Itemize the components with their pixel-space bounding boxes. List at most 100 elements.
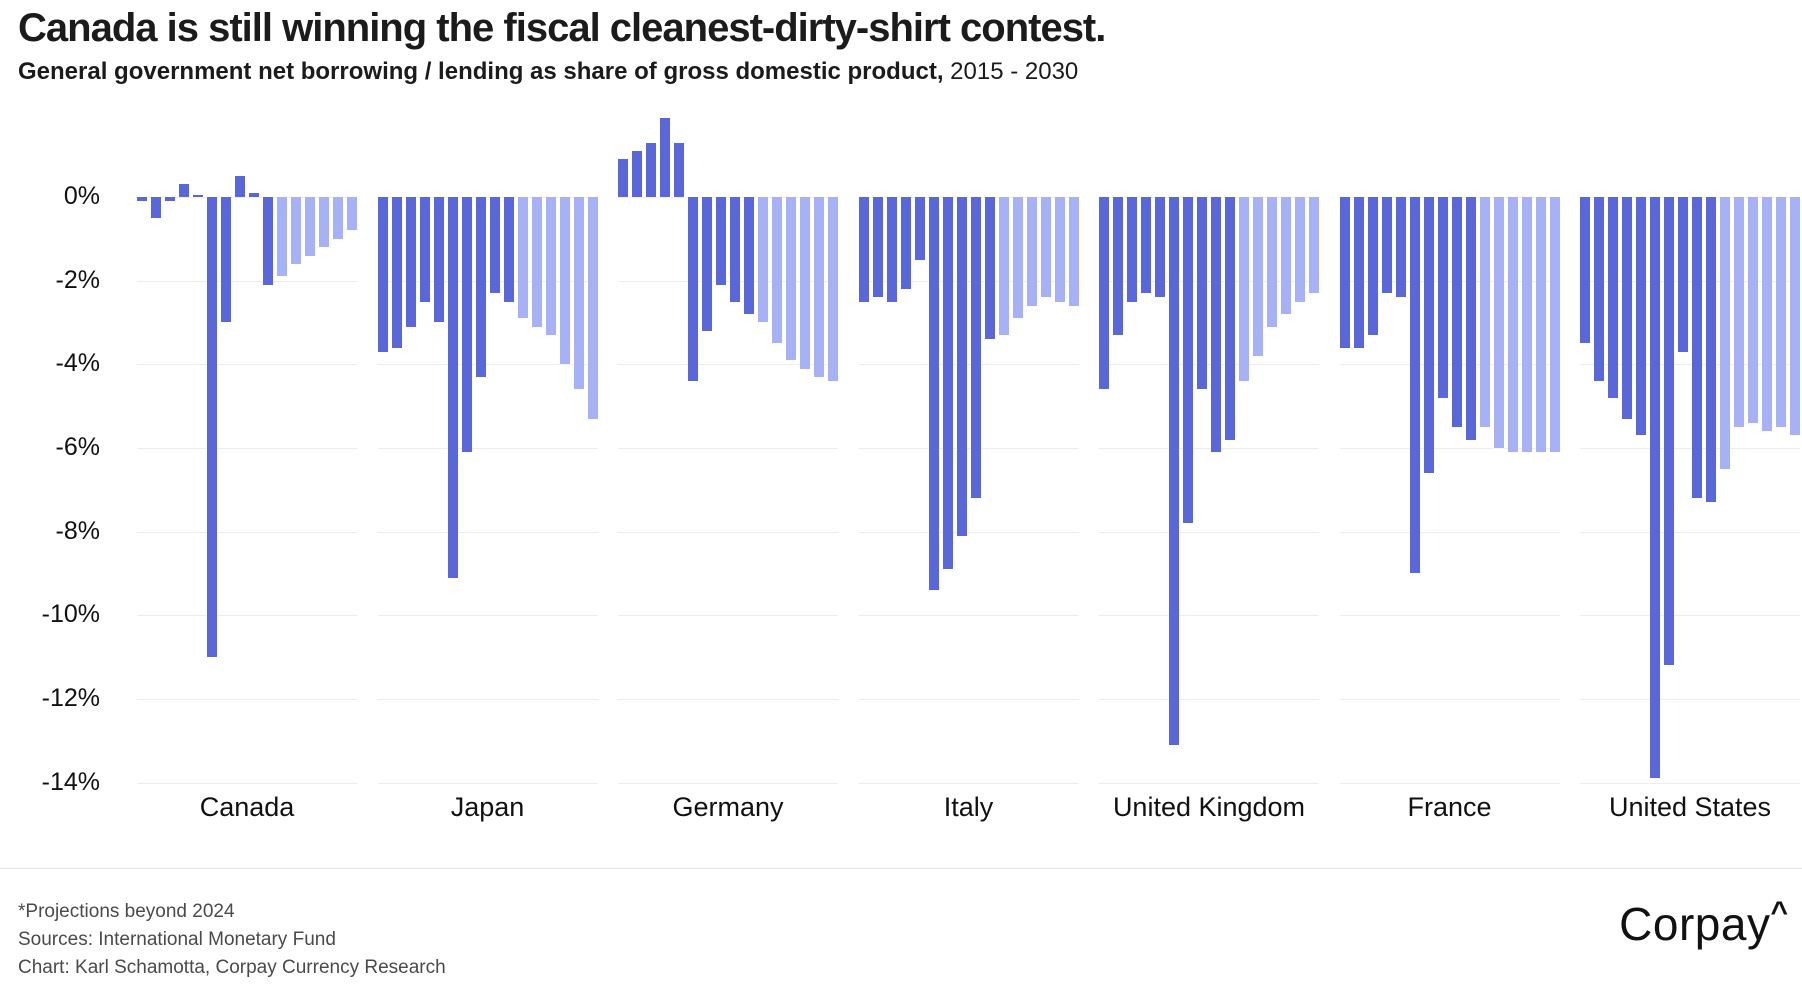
bar-canada-2021 bbox=[221, 197, 231, 323]
bar-germany-2019 bbox=[674, 142, 684, 197]
chart-subtitle: General government net borrowing / lendi… bbox=[18, 58, 1078, 86]
y-axis-tick-label: -6% bbox=[55, 432, 100, 461]
gridline bbox=[618, 280, 838, 282]
country-group-united-kingdom bbox=[1099, 97, 1319, 784]
bar-united-kingdom-2029 bbox=[1295, 197, 1305, 302]
bar-canada-2024 bbox=[263, 197, 273, 285]
corpay-caret-icon: ^ bbox=[1770, 896, 1788, 929]
gridline bbox=[1580, 615, 1800, 617]
bar-canada-2029 bbox=[333, 197, 343, 239]
y-axis-tick-label: -8% bbox=[55, 516, 100, 545]
bar-united-states-2016 bbox=[1594, 197, 1604, 382]
bar-united-states-2025 bbox=[1720, 197, 1730, 469]
bar-united-states-2027 bbox=[1748, 197, 1758, 423]
subtitle-year-range: 2015 - 2030 bbox=[943, 58, 1079, 85]
bar-japan-2026 bbox=[531, 197, 542, 327]
chart-footnotes: *Projections beyond 2024 Sources: Intern… bbox=[18, 898, 446, 982]
bar-france-2017 bbox=[1367, 197, 1378, 336]
gridline bbox=[858, 698, 1079, 700]
bar-germany-2029 bbox=[814, 197, 824, 377]
bar-italy-2017 bbox=[886, 197, 897, 302]
gridline bbox=[1580, 197, 1800, 198]
y-axis-tick-label: -4% bbox=[55, 349, 100, 378]
bar-france-2028 bbox=[1521, 197, 1532, 453]
bar-germany-2025 bbox=[758, 197, 768, 323]
gridline bbox=[1580, 782, 1800, 784]
bar-united-kingdom-2021 bbox=[1183, 197, 1193, 524]
bar-italy-2030 bbox=[1068, 197, 1079, 306]
bar-united-kingdom-2016 bbox=[1113, 197, 1123, 336]
x-axis-label-italy: Italy bbox=[943, 792, 994, 822]
bar-chart-plot-area: 0% -2% -4% -6% -8% -10% -12% -14% Canada Japan Ger… bbox=[41, 97, 1800, 822]
bar-japan-2021 bbox=[461, 197, 472, 453]
sources-note: Sources: International Monetary Fund bbox=[18, 929, 336, 950]
gridline bbox=[137, 364, 357, 366]
x-axis-label-united-kingdom: United Kingdom bbox=[1112, 792, 1306, 822]
y-axis-tick-label: -10% bbox=[41, 600, 100, 629]
bar-germany-2021 bbox=[702, 197, 712, 331]
bar-canada-2016 bbox=[151, 197, 161, 218]
x-axis-label-canada: Canada bbox=[199, 792, 295, 822]
bar-canada-2022 bbox=[235, 176, 245, 197]
gridline bbox=[1099, 364, 1319, 366]
bar-united-states-2015 bbox=[1580, 197, 1590, 344]
bar-canada-2017 bbox=[165, 197, 175, 202]
gridline bbox=[1099, 698, 1319, 700]
bar-france-2015 bbox=[1339, 197, 1350, 348]
bar-italy-2018 bbox=[900, 197, 911, 290]
gridline bbox=[377, 364, 598, 366]
x-axis-label-united-states: United States bbox=[1608, 792, 1772, 822]
gridline bbox=[137, 447, 357, 449]
bar-united-kingdom-2020 bbox=[1169, 197, 1179, 745]
bar-italy-2020 bbox=[928, 197, 939, 591]
bar-italy-2016 bbox=[872, 197, 883, 298]
y-axis-tick-label: -14% bbox=[41, 767, 100, 796]
bar-japan-2028 bbox=[559, 197, 570, 365]
bar-united-kingdom-2022 bbox=[1197, 197, 1207, 390]
gridline bbox=[858, 531, 1079, 533]
bar-italy-2026 bbox=[1012, 197, 1023, 319]
bar-germany-2027 bbox=[786, 197, 796, 361]
bar-canada-2015 bbox=[137, 197, 147, 202]
gridline bbox=[1580, 531, 1800, 533]
gridline bbox=[618, 364, 838, 366]
bar-united-kingdom-2024 bbox=[1225, 197, 1235, 440]
bar-united-states-2023 bbox=[1692, 197, 1702, 499]
projections-note: *Projections beyond 2024 bbox=[18, 901, 235, 922]
bar-united-kingdom-2023 bbox=[1211, 197, 1221, 453]
gridline bbox=[1099, 280, 1319, 282]
gridline bbox=[858, 615, 1079, 617]
bar-united-kingdom-2015 bbox=[1099, 197, 1109, 390]
gridline bbox=[377, 782, 598, 784]
bar-italy-2019 bbox=[914, 197, 925, 260]
country-group-france bbox=[1339, 97, 1560, 784]
gridline bbox=[1580, 364, 1800, 366]
bar-france-2022 bbox=[1437, 197, 1448, 398]
subtitle-main: General government net borrowing / lendi… bbox=[18, 58, 944, 85]
gridline bbox=[1580, 698, 1800, 700]
bar-japan-2025 bbox=[517, 197, 528, 319]
gridline bbox=[1339, 615, 1560, 617]
country-group-japan bbox=[377, 97, 598, 784]
bar-italy-2029 bbox=[1054, 197, 1065, 302]
bar-united-states-2028 bbox=[1762, 197, 1772, 432]
bar-italy-2015 bbox=[858, 197, 869, 302]
gridline bbox=[377, 615, 598, 617]
bar-germany-2024 bbox=[744, 197, 754, 315]
bar-united-states-2020 bbox=[1650, 197, 1660, 779]
bar-france-2020 bbox=[1409, 197, 1420, 574]
bar-germany-2015 bbox=[618, 159, 628, 197]
bar-japan-2020 bbox=[447, 197, 458, 578]
bar-united-kingdom-2026 bbox=[1253, 197, 1263, 356]
bar-united-kingdom-2017 bbox=[1127, 197, 1137, 302]
bar-united-states-2022 bbox=[1678, 197, 1688, 352]
bar-germany-2022 bbox=[716, 197, 726, 285]
gridline bbox=[618, 782, 838, 784]
bar-united-states-2024 bbox=[1706, 197, 1716, 503]
gridline bbox=[858, 197, 1079, 198]
bar-canada-2019 bbox=[193, 195, 203, 197]
bar-france-2026 bbox=[1493, 197, 1504, 448]
gridline bbox=[1099, 782, 1319, 784]
gridline bbox=[618, 197, 838, 198]
bar-france-2021 bbox=[1423, 197, 1434, 474]
